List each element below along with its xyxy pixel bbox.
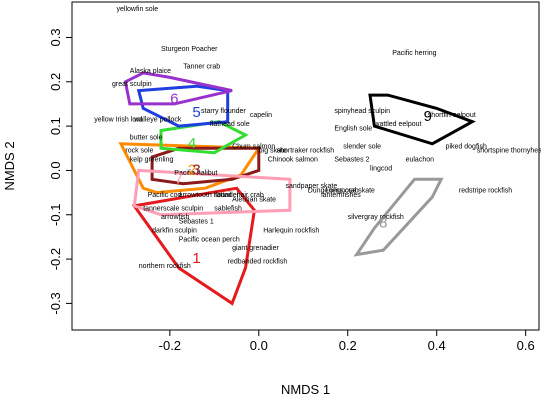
plot-frame [71,1,540,331]
species-label: sandpaper skate [286,183,338,190]
species-label: Chum salmon [232,143,275,150]
y-tick-label: 0.1 [48,117,63,135]
x-axis-title: NMDS 1 [281,382,330,397]
species-label: shortfin eelpout [428,112,476,119]
cluster-hulls [118,71,476,306]
species-label: Sturgeon Poacher [161,46,218,53]
cluster-6-number: 6 [170,90,178,107]
x-tick-label: 0.0 [250,338,268,353]
species-label: capelin [250,112,272,119]
species-label: eulachon [406,157,435,164]
species-label: yellow Irish lord [94,117,142,124]
y-axis: -0.3 -0.2 -0.1 0.0 0.1 0.2 0.3 [48,28,72,315]
y-tick-label: -0.2 [48,248,63,270]
cluster-number-labels: 1 23 4 56 7 8 9 [170,90,432,267]
species-label: shortspine thornyhead [477,148,541,155]
species-label: Longnose skate [326,188,376,195]
species-label: hair crab [237,192,264,199]
cluster-8-number: 8 [379,215,387,232]
species-label: arrowtooth flounder [179,192,240,199]
species-label: wattled eelpout [373,121,421,128]
species-label: big skate [259,148,287,155]
species-label: flathead sole [210,121,250,128]
x-tick-label: -0.2 [159,338,181,353]
species-label: tannerscale sculpin [143,205,203,212]
species-label: slender sole [343,143,381,150]
species-label: rock sole [125,148,153,155]
cluster-9-hull [368,93,476,146]
cluster-1-number: 1 [192,250,200,267]
species-label: Pacific halibut [174,170,217,177]
species-label: Tanner crab [183,64,220,71]
species-label: Alaska plaice [130,68,171,75]
y-tick-label: -0.3 [48,292,63,314]
species-labels: yellowfin sole Sturgeon Poacher Pacific he… [94,6,541,270]
x-axis: -0.2 0.0 0.2 0.4 0.6 [159,330,535,353]
species-label: Sebastes 1 [179,219,214,226]
species-label: lanternfishes [321,192,361,199]
y-tick-label: -0.1 [48,204,63,226]
species-label: Aleutian skate [232,197,276,204]
y-tick-label: 0.2 [48,73,63,91]
species-label: spinyhead sculpin [334,108,390,115]
species-label: lingcod [370,165,392,172]
species-label: Dungeness crab [308,188,359,195]
cluster-3-hull [150,146,261,186]
species-label: Sebastes 2 [334,157,369,164]
cluster-2-number: 2 [188,161,196,178]
species-label: redstripe rockfish [459,188,512,195]
species-label: Pacific cod [148,192,182,199]
species-label: Harlequin rockfish [263,228,319,235]
species-label: Pacific ocean perch [179,236,240,243]
species-label: redbanded rockfish [228,259,288,266]
species-label: walleye pollock [133,117,182,124]
cluster-3-number: 3 [192,161,200,178]
species-label: sablefish [214,205,242,212]
species-label: English sole [334,126,372,133]
cluster-5-hull [136,84,230,128]
species-label: northern rockfish [139,263,191,270]
x-tick-label: 0.4 [428,338,446,353]
species-label: silvergray rockfish [348,214,404,221]
species-label: giant grenadier [232,245,279,252]
cluster-9-number: 9 [424,108,432,125]
x-tick-label: 0.2 [339,338,357,353]
species-label: darkfin sculpin [152,228,197,235]
y-axis-title: NMDS 2 [2,141,17,190]
species-label: great sculpin [112,81,152,88]
species-label: butter sole [130,134,163,141]
species-label: kelp greenling [130,157,174,164]
cluster-7-hull [132,168,292,217]
species-label: yellowfin sole [117,6,159,13]
species-label: arrowfish [161,214,190,221]
y-tick-label: 0.3 [48,28,63,46]
species-label: shortraker rockfish [277,148,335,155]
species-label: starry flounder [201,108,246,115]
cluster-6-hull [123,71,233,106]
species-label: piked dogfish [446,143,487,150]
species-label: Chinook salmon [268,157,318,164]
cluster-5-number: 5 [192,104,200,121]
cluster-7-number: 7 [175,170,183,187]
species-label: Pacific herring [392,50,436,57]
x-tick-label: 0.6 [517,338,535,353]
cluster-4-number: 4 [188,135,196,152]
cluster-8-hull [353,177,444,257]
cluster-1-hull [131,186,256,306]
y-tick-label: 0.0 [48,161,63,179]
species-label: rattail [214,192,232,199]
